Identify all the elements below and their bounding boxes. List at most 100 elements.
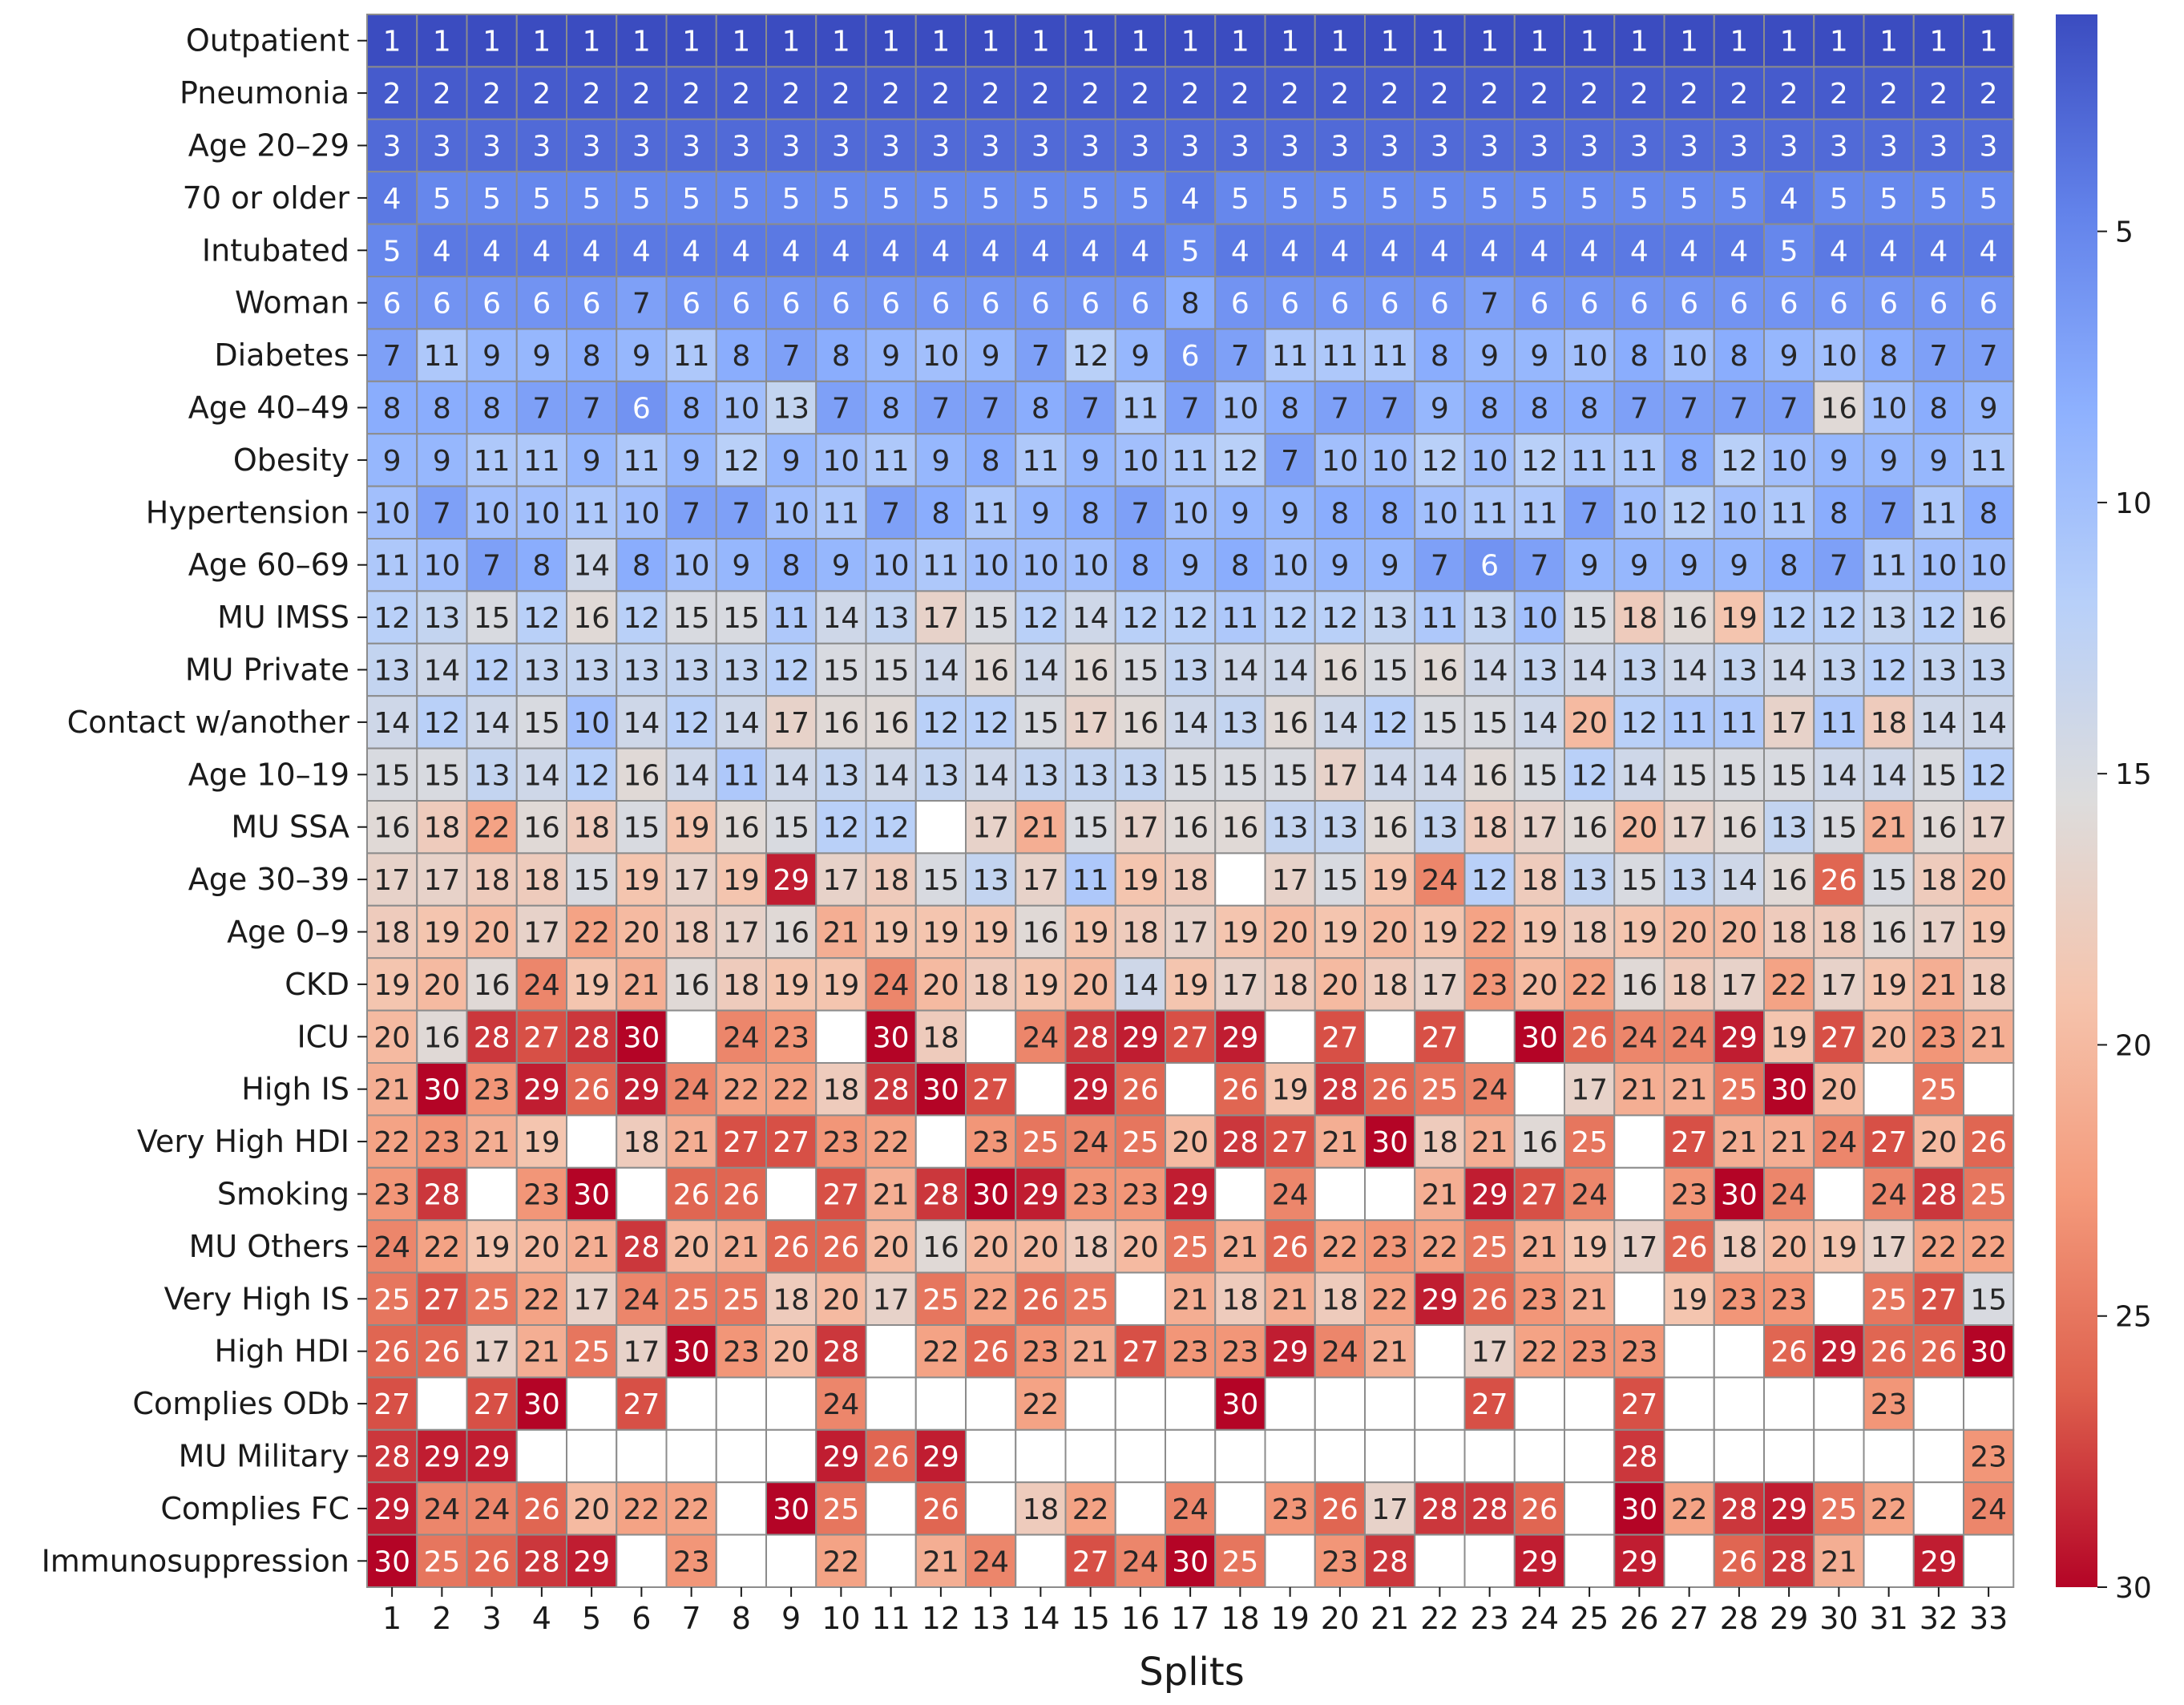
- cell-value: 15: [723, 602, 760, 635]
- heatmap-cell: [1912, 1376, 1964, 1431]
- heatmap-cell: [665, 852, 717, 907]
- heatmap-cell: [1214, 485, 1266, 539]
- cell-value: 21: [1820, 1545, 1857, 1578]
- heatmap-cell: [815, 328, 867, 382]
- cell-value: 24: [1871, 1179, 1907, 1212]
- cell-value: 7: [1381, 393, 1399, 426]
- cell-value: 26: [1322, 1493, 1358, 1526]
- heatmap-cell: [366, 1219, 418, 1274]
- heatmap-cell: [1314, 380, 1366, 435]
- heatmap-cell: [1513, 171, 1565, 225]
- cell-value: 11: [1770, 497, 1807, 530]
- heatmap-cell: [1114, 171, 1166, 225]
- cell-value: 20: [1770, 1231, 1807, 1264]
- cell-value: 20: [1671, 917, 1708, 950]
- column-label: 28: [1720, 1601, 1758, 1636]
- cell-value: 18: [474, 864, 511, 897]
- cell-value: 16: [623, 759, 660, 792]
- heatmap-cell: [1963, 1114, 2015, 1169]
- row-label: MU Private: [185, 653, 349, 688]
- row-label: Age 30–39: [188, 862, 349, 897]
- column-label: 11: [871, 1601, 910, 1636]
- cell-value: 21: [523, 1336, 560, 1369]
- cell-value: 2: [1530, 78, 1548, 111]
- heatmap-cell: [1165, 538, 1217, 592]
- cell-value: 25: [1022, 1126, 1059, 1159]
- cell-value: 18: [1820, 917, 1857, 950]
- cell-value: 8: [1081, 497, 1100, 530]
- heatmap-cell: [765, 957, 817, 1012]
- cell-value: 14: [873, 759, 910, 792]
- cell-value: 11: [373, 550, 410, 583]
- cell-value: 12: [423, 707, 460, 740]
- cell-value: 15: [1871, 864, 1907, 897]
- cell-value: 19: [1770, 1021, 1807, 1054]
- heatmap-cell: [1613, 1166, 1665, 1222]
- row-label: Contact w/another: [67, 705, 350, 740]
- heatmap-cell: [665, 1166, 717, 1222]
- cell-value: 22: [373, 1126, 410, 1159]
- heatmap-cell: [1364, 747, 1416, 802]
- row-label: CKD: [285, 967, 349, 1002]
- heatmap-cell: [1564, 800, 1616, 855]
- cell-value: 18: [673, 917, 710, 950]
- cell-value: 11: [523, 445, 560, 478]
- cell-value: 4: [532, 235, 551, 268]
- cell-value: 3: [1131, 131, 1149, 164]
- heatmap-cell: [1064, 66, 1116, 120]
- cell-value: 28: [922, 1179, 959, 1212]
- cell-value: 1: [383, 26, 402, 59]
- cell-value: 22: [922, 1336, 959, 1369]
- cell-value: 30: [373, 1545, 410, 1578]
- cell-value: 5: [1680, 183, 1698, 216]
- cell-value: 1: [532, 26, 551, 59]
- heatmap-cell: [1463, 66, 1516, 120]
- heatmap-cell: [1713, 1533, 1765, 1588]
- heatmap-cell: [815, 223, 867, 278]
- cell-value: 9: [1031, 497, 1050, 530]
- cell-value: 29: [1072, 1074, 1109, 1107]
- cell-value: 6: [782, 288, 801, 321]
- heatmap-cell: [1364, 1376, 1416, 1431]
- cell-value: 11: [1571, 445, 1608, 478]
- heatmap-cell: [1912, 328, 1964, 382]
- cell-value: 16: [1721, 812, 1758, 845]
- cell-value: 17: [1272, 864, 1309, 897]
- cell-value: 9: [1980, 393, 1998, 426]
- heatmap-cell: [1763, 590, 1815, 644]
- cell-value: 21: [1022, 812, 1059, 845]
- heatmap-cell: [1963, 118, 2015, 173]
- heatmap-cell: [914, 590, 967, 644]
- cell-value: 27: [1521, 1179, 1558, 1212]
- heatmap-cell: [1763, 1428, 1815, 1484]
- cell-value: 26: [1920, 1336, 1957, 1369]
- heatmap-cell: [1314, 1481, 1366, 1536]
- cell-value: 25: [573, 1336, 610, 1369]
- cell-value: 18: [1272, 969, 1309, 1002]
- heatmap-cell: [1513, 433, 1565, 487]
- cell-value: 28: [1371, 1545, 1408, 1578]
- cell-value: 8: [1381, 497, 1399, 530]
- cell-value: 6: [632, 393, 651, 426]
- heatmap-cell: [1513, 695, 1565, 749]
- cell-value: 1: [583, 26, 601, 59]
- heatmap-cell: [665, 1271, 717, 1326]
- heatmap-cell: [1064, 642, 1116, 697]
- heatmap-cell: [715, 747, 767, 802]
- cell-value: 1: [931, 26, 950, 59]
- heatmap-cell: [914, 1324, 967, 1379]
- cell-value: 11: [1371, 340, 1408, 373]
- cell-value: 28: [873, 1074, 910, 1107]
- cell-value: 30: [922, 1074, 959, 1107]
- cell-value: 23: [1871, 1388, 1907, 1421]
- heatmap-cell: [1015, 747, 1067, 802]
- heatmap-cell: [1314, 1166, 1366, 1222]
- heatmap-cell: [715, 1114, 767, 1169]
- cell-value: 10: [423, 550, 460, 583]
- cell-value: 5: [1231, 183, 1249, 216]
- cell-value: 6: [1330, 288, 1349, 321]
- cell-value: 23: [1022, 1336, 1059, 1369]
- cell-value: 26: [1721, 1545, 1758, 1578]
- heatmap-cell: [815, 1428, 867, 1484]
- colorbar-tick-label: 15: [2115, 758, 2152, 791]
